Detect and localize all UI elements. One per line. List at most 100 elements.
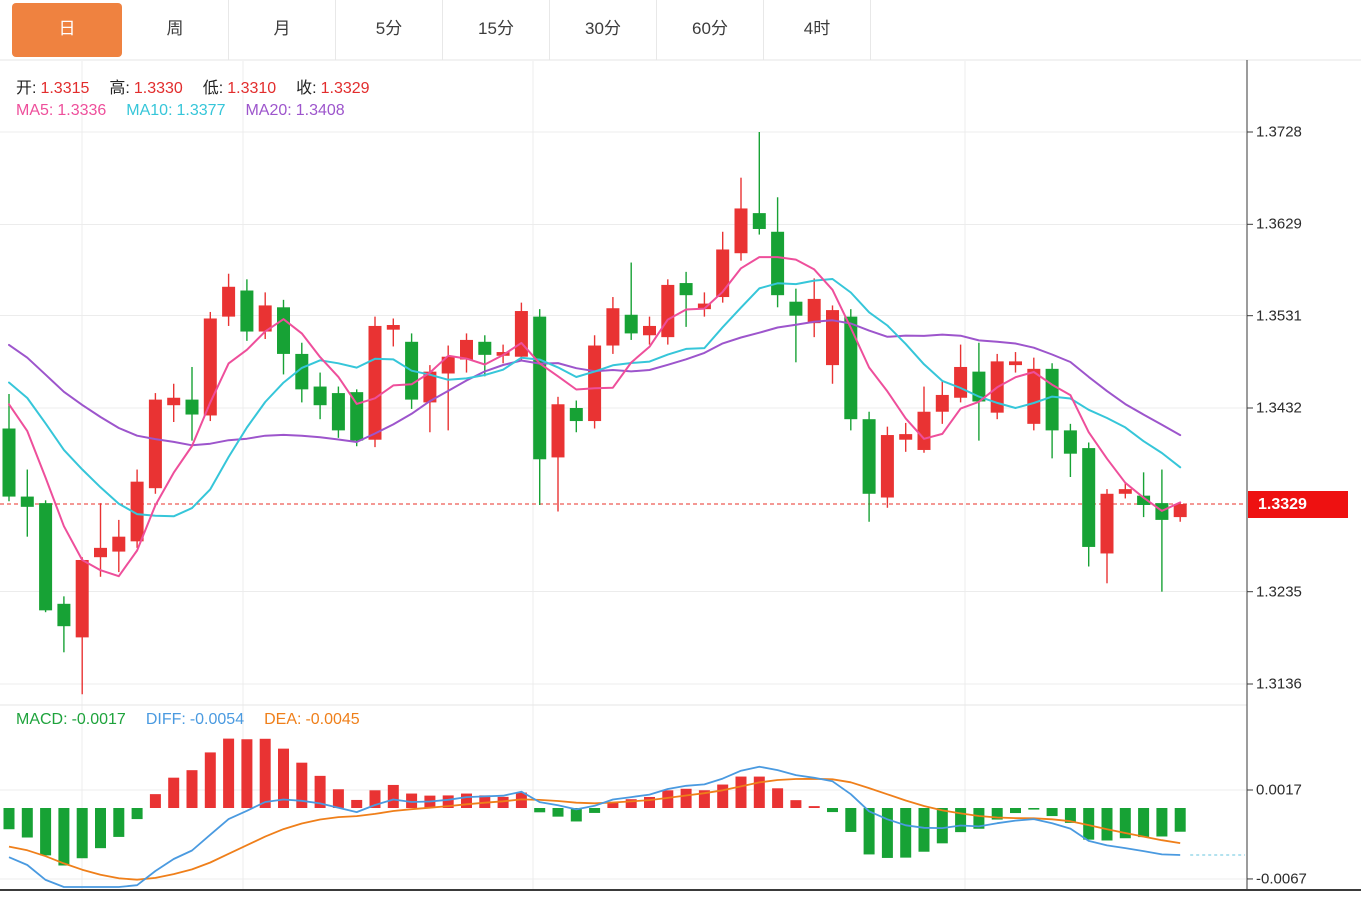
macd-histogram-bar (1101, 808, 1113, 841)
macd-histogram-bar (1046, 808, 1058, 817)
macd-histogram-bar (735, 776, 747, 808)
candle-body (716, 249, 730, 298)
candle-body (643, 325, 656, 336)
macd-histogram-bar (259, 738, 271, 808)
macd-histogram-bar (808, 806, 820, 808)
candle-body (935, 394, 949, 412)
macd-histogram-bar (76, 808, 88, 859)
macd-legend-value: -0.0017 (71, 711, 126, 728)
candle-body (844, 316, 858, 420)
ma10-line (8, 278, 1182, 518)
candle-body (423, 371, 437, 403)
candle-body (899, 434, 913, 440)
candle-body (130, 481, 144, 542)
candle-body (1137, 495, 1151, 505)
macd-histogram-bar (204, 752, 216, 808)
candle-body (313, 386, 327, 406)
ohlc-high-label: 高: (109, 80, 130, 97)
candle-body (734, 208, 748, 254)
macd-histogram-bar (278, 748, 289, 808)
dea-legend: DEA: -0.0045 (264, 711, 360, 728)
ma20-legend-label: MA20: (245, 102, 292, 119)
macd-histogram-bar (881, 808, 893, 858)
candle-body (368, 325, 382, 440)
candle-body (917, 411, 931, 450)
macd-histogram-bar (827, 808, 838, 813)
dea-legend-value: -0.0045 (305, 711, 360, 728)
macd-histogram-bar (662, 790, 674, 808)
macd-histogram-bar (369, 790, 381, 808)
macd-histogram-bar (3, 808, 15, 830)
macd-histogram-bar (772, 788, 784, 808)
macd-histogram-bar (845, 808, 857, 832)
candle-body (954, 366, 968, 398)
candle-body (1063, 430, 1077, 454)
tab-60min[interactable]: 60分 (657, 0, 764, 60)
macd-histogram-bar (21, 808, 33, 838)
price-axis-label: 1.3728 (1256, 123, 1302, 141)
candle-body (185, 399, 199, 415)
candle-body (1100, 493, 1114, 554)
tab-5min[interactable]: 5分 (336, 0, 443, 60)
macd-legend: MACD: -0.0017 DIFF: -0.0054 DEA: -0.0045 (16, 711, 380, 729)
macd-histogram-bar (1174, 808, 1186, 832)
ma5-legend: MA5: 1.3336 (16, 102, 106, 119)
candle-body (222, 286, 236, 317)
macd-legend: MACD: -0.0017 (16, 711, 126, 728)
ma20-legend-value: 1.3408 (295, 102, 345, 119)
candle-body (752, 213, 766, 229)
macd-histogram-bar (241, 739, 253, 808)
candle-body (679, 283, 693, 296)
candle-body (880, 435, 894, 498)
dea-legend-label: DEA: (264, 711, 302, 728)
macd-histogram-bar (497, 796, 509, 808)
macd-legend-label: MACD: (16, 711, 68, 728)
ohlc-high-value: 1.3330 (133, 80, 183, 97)
macd-histogram-bar (186, 770, 198, 808)
macd-histogram-bar (1119, 808, 1131, 839)
macd-axis-label: 0.0017 (1256, 781, 1302, 799)
macd-histogram-bar (790, 800, 802, 808)
candle-body (57, 603, 71, 627)
ohlc-open: 开: 1.3315 (16, 80, 89, 97)
candle-body (94, 547, 107, 558)
ohlc-low-label: 低: (202, 80, 224, 97)
tab-day[interactable]: 日 (12, 3, 122, 57)
price-axis-label: 1.3531 (1256, 307, 1302, 325)
macd-histogram-bar (991, 808, 1003, 820)
macd-histogram-bar (534, 808, 546, 813)
ohlc-legend: 开: 1.3315 高: 1.3330 低: 1.3310 收: 1.3329 (16, 74, 390, 98)
ma10-legend: MA10: 1.3377 (126, 102, 225, 119)
candle-body (1082, 448, 1096, 547)
candle-body (2, 428, 16, 497)
candle-body (606, 308, 620, 346)
macd-histogram-bar (552, 808, 564, 817)
candle-body (588, 345, 602, 422)
macd-histogram-bar (1083, 808, 1095, 840)
ohlc-low-value: 1.3310 (227, 80, 277, 97)
macd-histogram-bar (753, 776, 765, 808)
ohlc-low: 低: 1.3310 (203, 80, 276, 97)
candle-body (331, 393, 345, 431)
candle-body (533, 316, 547, 460)
candle-body (460, 339, 473, 360)
candle-body (20, 496, 34, 507)
tab-15min[interactable]: 15分 (443, 0, 550, 60)
tab-month[interactable]: 月 (229, 0, 336, 60)
macd-histogram-bar (1064, 808, 1076, 823)
tab-4hour[interactable]: 4时 (764, 0, 871, 60)
tab-30min[interactable]: 30分 (550, 0, 657, 60)
tab-week[interactable]: 周 (122, 0, 229, 60)
candle-body (789, 301, 803, 316)
candle-body (697, 303, 711, 310)
macd-histogram-bar (900, 808, 912, 858)
macd-histogram-bar (442, 795, 454, 808)
candle-body (569, 408, 583, 422)
candle-body (386, 325, 400, 330)
macd-histogram-bar (589, 808, 601, 813)
dea-line (8, 777, 1181, 881)
candle-body (807, 298, 821, 324)
macd-histogram-bar (95, 808, 106, 849)
macd-histogram-bar (223, 738, 235, 808)
macd-histogram-bar (461, 793, 472, 808)
